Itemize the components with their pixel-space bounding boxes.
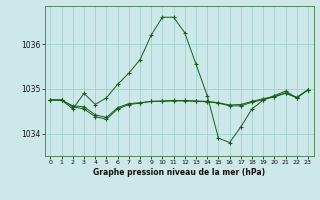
X-axis label: Graphe pression niveau de la mer (hPa): Graphe pression niveau de la mer (hPa) — [93, 168, 265, 177]
